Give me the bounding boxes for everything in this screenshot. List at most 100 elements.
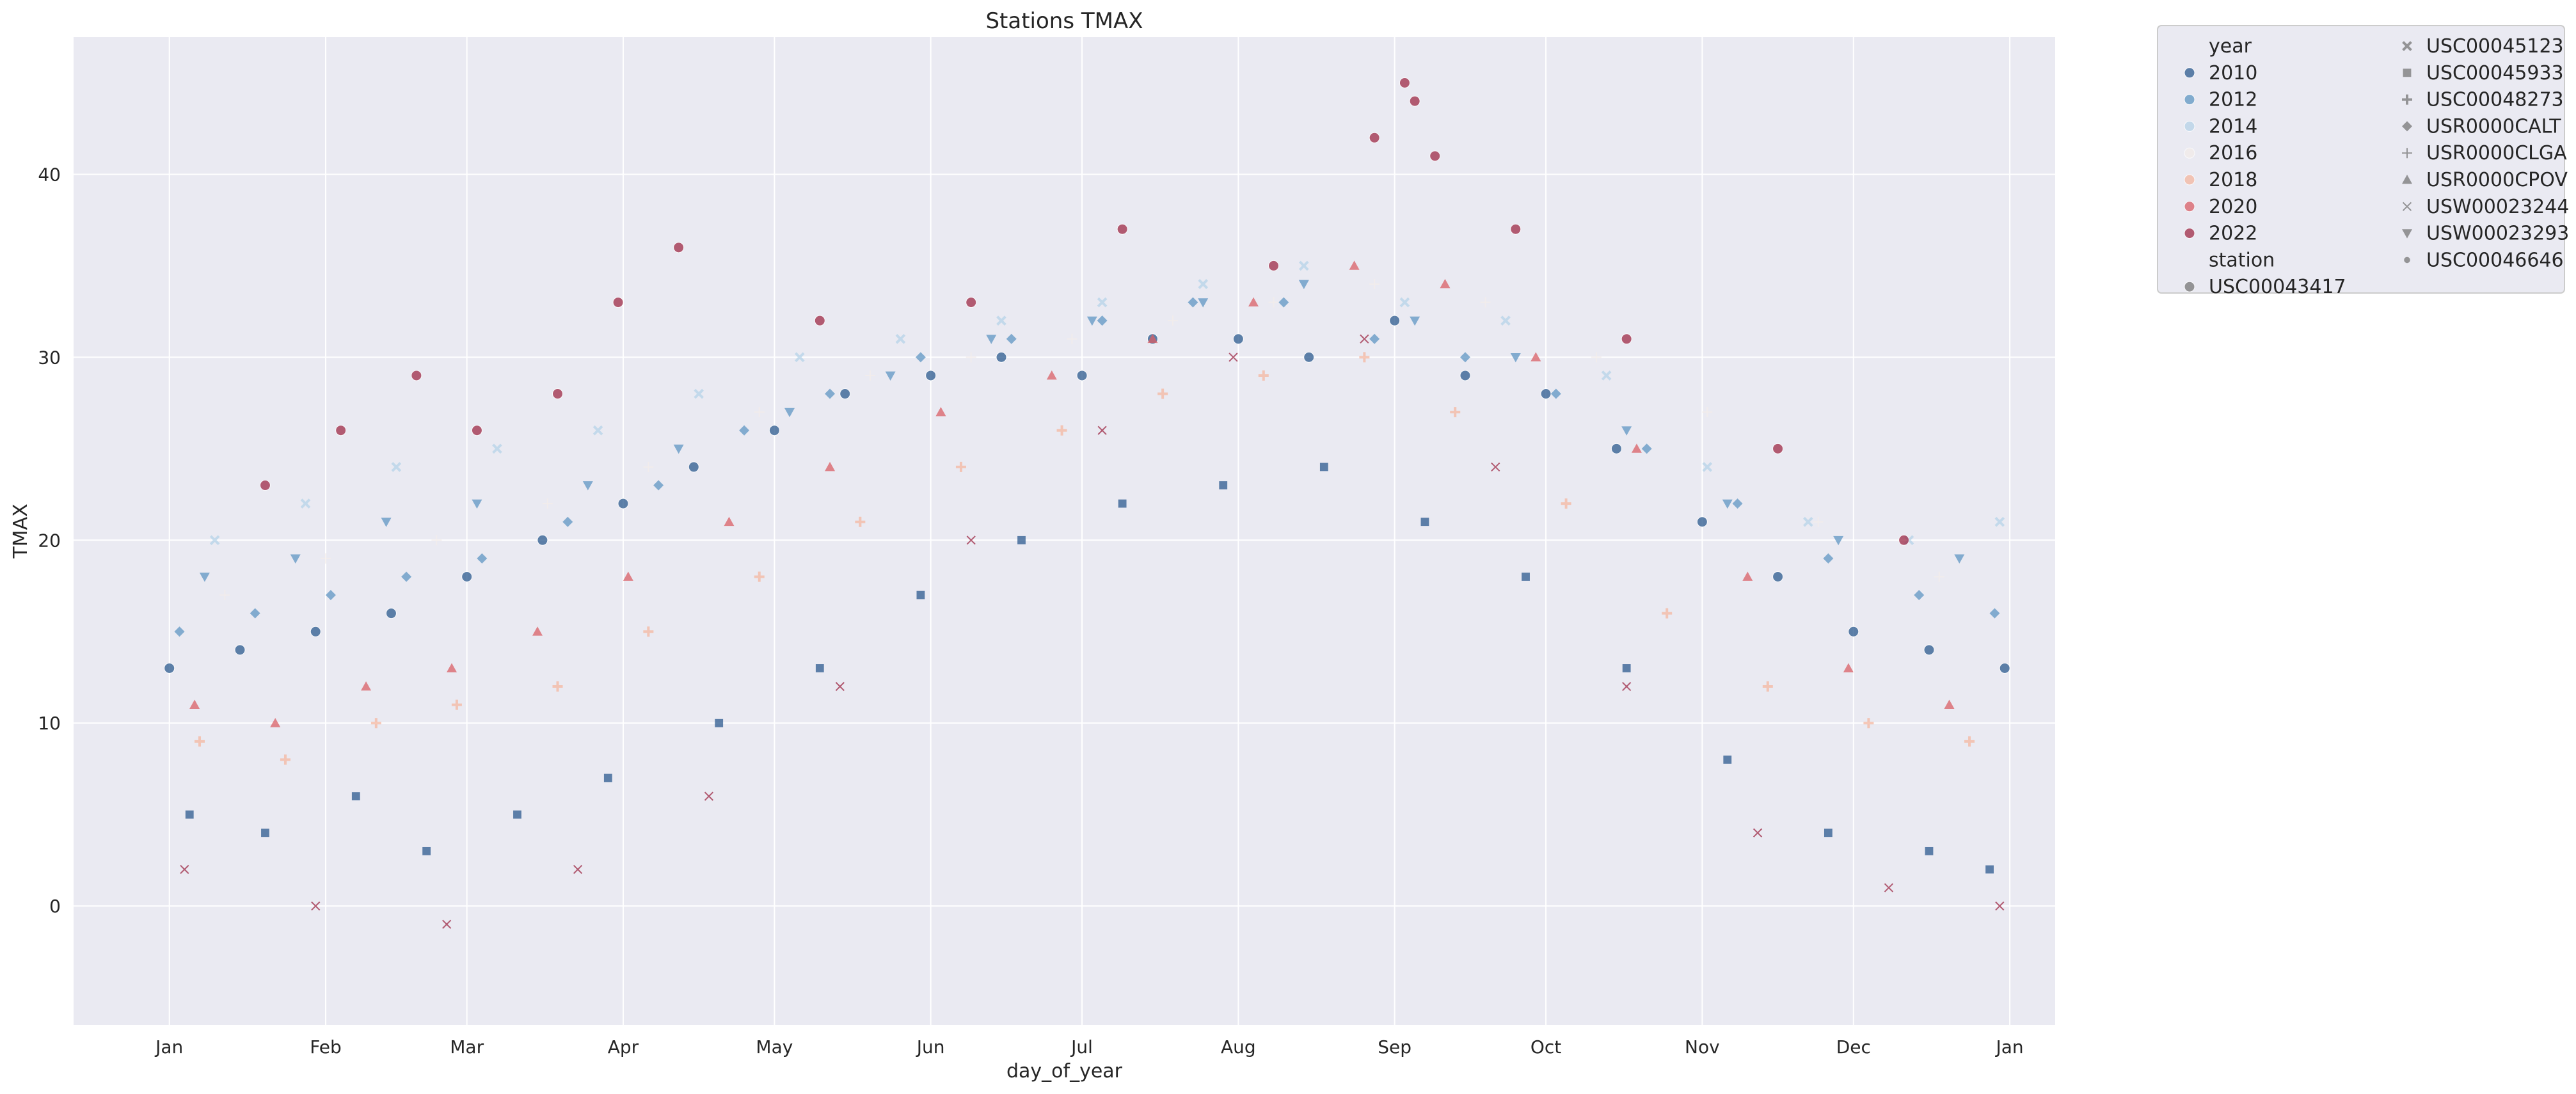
- data-point: [653, 480, 664, 491]
- x-tick-label: Oct: [1530, 1036, 1561, 1058]
- x-tick-label: Jun: [916, 1036, 945, 1058]
- data-point: [1722, 499, 1733, 509]
- series-2010-USC00045933: [185, 463, 1994, 874]
- data-point: [552, 388, 564, 400]
- data-point: [1268, 297, 1279, 308]
- data-point: [582, 481, 593, 491]
- legend-entry: USW00023244: [2402, 196, 2569, 218]
- data-point: [1219, 481, 1228, 489]
- legend-label: USC00045933: [2426, 62, 2564, 84]
- data-point: [1510, 353, 1521, 363]
- data-point: [935, 407, 946, 416]
- data-point: [885, 371, 896, 381]
- data-point: [1843, 663, 1854, 672]
- legend-entry: 2022: [2184, 223, 2257, 245]
- series-2022-USW00023244: [180, 334, 2005, 929]
- data-point: [185, 810, 194, 819]
- legend-label: 2010: [2209, 62, 2257, 84]
- data-point: [447, 663, 457, 672]
- data-point: [562, 516, 573, 527]
- data-point: [955, 461, 966, 472]
- legend-entry: USC00045123: [2402, 35, 2564, 58]
- legend-entry: 2012: [2184, 89, 2257, 111]
- data-point: [573, 864, 583, 875]
- legend-title-text: station: [2209, 249, 2275, 271]
- legend-entry: 2010: [2184, 62, 2257, 84]
- legend-label: 2018: [2209, 169, 2257, 191]
- data-point: [915, 352, 926, 363]
- data-point: [996, 315, 1006, 326]
- data-point: [1118, 499, 1127, 508]
- legend-entry: 2018: [2184, 169, 2257, 191]
- data-point: [612, 297, 624, 308]
- data-point: [1863, 718, 1874, 729]
- data-point: [1298, 280, 1309, 289]
- data-point: [442, 919, 452, 929]
- x-tick-label: Dec: [1836, 1036, 1871, 1058]
- data-point: [1157, 388, 1168, 399]
- data-point: [1540, 388, 1552, 400]
- data-point: [270, 718, 281, 727]
- data-point: [1923, 644, 1935, 656]
- data-point: [1232, 333, 1244, 345]
- data-point: [1399, 297, 1410, 308]
- x-tick-label: Sep: [1378, 1036, 1411, 1058]
- data-point: [180, 864, 189, 875]
- data-point: [1742, 571, 1753, 581]
- data-point: [1753, 828, 1763, 837]
- legend-label: USC00043417: [2209, 276, 2346, 298]
- legend-marker: [2184, 147, 2195, 159]
- x-tick-label: May: [756, 1036, 793, 1058]
- legend-marker: [2402, 229, 2412, 239]
- data-point: [1117, 223, 1128, 235]
- data-point: [865, 370, 876, 381]
- data-point: [895, 333, 906, 344]
- data-point: [310, 626, 321, 637]
- data-point: [724, 516, 735, 527]
- legend-marker: [2184, 67, 2195, 79]
- data-point: [1824, 828, 1833, 837]
- x-tick-label: Apr: [608, 1036, 639, 1058]
- data-point: [1409, 95, 1420, 107]
- data-point: [300, 498, 311, 509]
- data-point: [209, 535, 220, 546]
- legend-label: 2014: [2209, 115, 2257, 138]
- data-point: [1389, 315, 1401, 326]
- data-point: [431, 535, 442, 546]
- data-point: [385, 608, 397, 619]
- data-point: [1429, 150, 1441, 162]
- data-point: [1369, 279, 1380, 289]
- data-point: [422, 846, 431, 855]
- data-point: [199, 573, 210, 582]
- data-point: [1723, 756, 1732, 764]
- data-point: [815, 664, 824, 672]
- data-point: [1349, 260, 1360, 270]
- legend: year 2010 2012 2014 2016 2018 2020 2022 station U…: [2157, 25, 2569, 298]
- data-point: [1097, 425, 1107, 435]
- data-point: [986, 335, 997, 344]
- data-point: [1359, 352, 1370, 363]
- y-tick-label: 40: [38, 164, 61, 185]
- x-tick-label: Mar: [450, 1036, 484, 1058]
- legend-title-text: year: [2209, 35, 2252, 58]
- data-point: [250, 608, 260, 619]
- data-point: [381, 518, 392, 527]
- data-point: [916, 591, 925, 599]
- data-point: [1621, 333, 1632, 345]
- series-2018-USC00048273: [195, 352, 1975, 765]
- legend-marker: [2402, 202, 2412, 211]
- data-point: [1017, 535, 1026, 544]
- legend-marker: [2184, 94, 2195, 106]
- data-point: [1450, 407, 1461, 418]
- data-point: [603, 773, 612, 782]
- legend-marker: [2402, 121, 2412, 132]
- data-point: [1369, 132, 1380, 143]
- data-point: [1278, 297, 1289, 308]
- data-point: [472, 499, 482, 509]
- data-point: [311, 901, 321, 911]
- data-point: [1258, 370, 1269, 381]
- legend-title: year: [2209, 35, 2252, 58]
- data-point: [370, 718, 381, 729]
- data-point: [1591, 352, 1602, 363]
- data-point: [1399, 77, 1410, 88]
